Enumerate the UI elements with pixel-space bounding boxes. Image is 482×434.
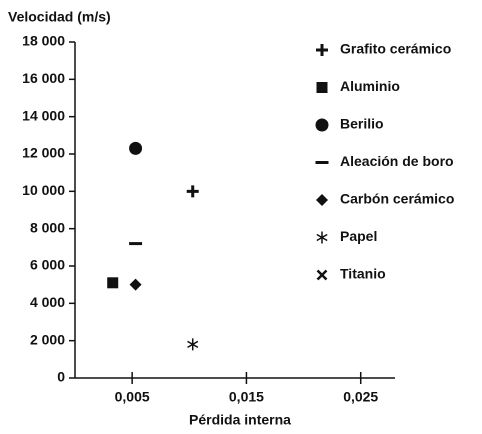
legend-label: Carbón cerámico xyxy=(340,191,454,207)
y-tick-label: 6 000 xyxy=(30,257,65,273)
x-tick-label: 0,005 xyxy=(115,389,150,405)
x-tick-label: 0,015 xyxy=(229,389,264,405)
y-tick-label: 18 000 xyxy=(22,33,65,49)
legend-symbol xyxy=(315,118,329,132)
legend-symbol xyxy=(316,82,328,93)
y-tick-label: 10 000 xyxy=(22,182,65,198)
legend-label: Berilio xyxy=(340,116,384,132)
y-tick-label: 2 000 xyxy=(30,331,65,347)
y-tick-label: 16 000 xyxy=(22,70,65,86)
x-axis-label: Pérdida interna xyxy=(189,412,291,428)
legend-label: Grafito cerámico xyxy=(340,41,451,57)
y-tick-label: 4 000 xyxy=(30,294,65,310)
point xyxy=(129,278,142,291)
y-tick-label: 8 000 xyxy=(30,219,65,235)
legend-symbol xyxy=(316,194,328,206)
x-tick-label: 0,025 xyxy=(343,389,378,405)
y-tick-label: 12 000 xyxy=(22,145,65,161)
point xyxy=(129,141,143,155)
legend-label: Titanio xyxy=(340,266,386,282)
legend-symbol xyxy=(316,231,328,244)
point xyxy=(107,277,119,289)
legend-symbol xyxy=(316,44,328,56)
legend-label: Aluminio xyxy=(340,78,400,94)
y-tick-label: 14 000 xyxy=(22,107,65,123)
point xyxy=(186,185,199,198)
legend-symbol xyxy=(315,161,329,164)
point xyxy=(187,338,199,351)
legend-label: Aleación de boro xyxy=(340,153,454,169)
legend-label: Papel xyxy=(340,228,377,244)
chart-title: Velocidad (m/s) xyxy=(8,9,111,25)
point xyxy=(129,242,143,246)
legend-symbol xyxy=(316,269,328,281)
y-tick-label: 0 xyxy=(57,369,65,385)
